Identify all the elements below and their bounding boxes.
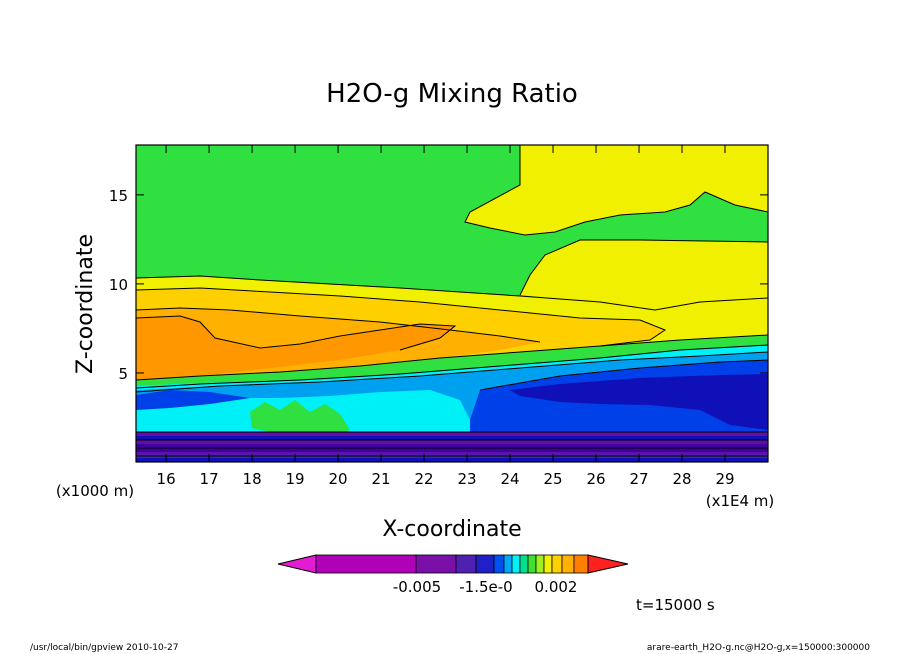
colorbar-swatch xyxy=(455,554,477,574)
colorbar-label-3: 0.002 xyxy=(535,578,578,596)
contour-lines xyxy=(136,145,768,457)
layer-yellow-top xyxy=(465,145,768,235)
x-tick-label: 17 xyxy=(200,470,219,488)
colorbar-label-2: -1.5e-0 xyxy=(459,578,512,596)
x-tick-label: 24 xyxy=(500,470,519,488)
layer-blue-left xyxy=(136,390,250,410)
plot-frame xyxy=(135,144,769,463)
x-tick-label: 18 xyxy=(243,470,262,488)
layer-green-patches xyxy=(250,400,350,436)
x-tick-label: 28 xyxy=(672,470,691,488)
colorbar-swatch xyxy=(519,554,529,574)
colorbar-swatch xyxy=(561,554,575,574)
colorbar-swatch xyxy=(511,554,521,574)
y-axis-ticks: 5 10 15 xyxy=(109,187,768,383)
x-tick-label: 27 xyxy=(629,470,648,488)
footer-right: arare-earth_H2O-g.nc@H2O-g,x=150000:3000… xyxy=(647,643,870,653)
colorbar-label-1: -0.005 xyxy=(393,578,441,596)
x-axis-label: X-coordinate xyxy=(382,517,521,542)
colorbar-swatch xyxy=(551,554,563,574)
layer-green-band xyxy=(136,335,768,388)
y-tick-label: 15 xyxy=(109,187,128,205)
x-tick-label: 26 xyxy=(586,470,605,488)
y-unit-label: (x1000 m) xyxy=(56,482,134,500)
layer-dark-blue xyxy=(510,374,768,430)
colorbar-swatch xyxy=(315,554,417,574)
x-tick-label: 19 xyxy=(286,470,305,488)
chart-title: H2O-g Mixing Ratio xyxy=(326,79,578,109)
colorbar-swatch xyxy=(527,554,537,574)
y-axis-label: Z-coordinate xyxy=(73,234,98,374)
footer-left: /usr/local/bin/gpview 2010-10-27 xyxy=(30,643,178,653)
colorbar-labels: -0.005 -1.5e-0 0.002 xyxy=(393,578,578,596)
colorbar-swatch xyxy=(503,554,513,574)
plot-area xyxy=(135,144,769,463)
x-tick-label: 29 xyxy=(715,470,734,488)
x-axis-ticks: 16 17 18 19 20 21 22 23 24 25 26 27 28 29 xyxy=(157,145,735,488)
time-label: t=15000 s xyxy=(636,596,715,614)
layer-dark-orange xyxy=(136,316,455,380)
y-tick-label: 5 xyxy=(118,365,128,383)
x-tick-label: 25 xyxy=(543,470,562,488)
colorbar-swatch xyxy=(475,554,495,574)
colorbar-swatch xyxy=(573,554,589,574)
colorbar-swatch xyxy=(415,554,457,574)
layer-yellow-mid xyxy=(520,240,768,310)
x-tick-label: 22 xyxy=(415,470,434,488)
colorbar-under-triangle xyxy=(277,554,317,574)
colorbar-swatch xyxy=(493,554,505,574)
x-tick-label: 21 xyxy=(372,470,391,488)
x-tick-label: 16 xyxy=(157,470,176,488)
x-unit-label: (x1E4 m) xyxy=(706,492,775,510)
colorbar xyxy=(277,554,629,574)
colorbar-swatch xyxy=(543,554,553,574)
colorbar-over-triangle xyxy=(587,554,629,574)
y-tick-label: 10 xyxy=(109,276,128,294)
colorbar-swatch xyxy=(535,554,545,574)
x-tick-label: 23 xyxy=(458,470,477,488)
x-tick-label: 20 xyxy=(329,470,348,488)
